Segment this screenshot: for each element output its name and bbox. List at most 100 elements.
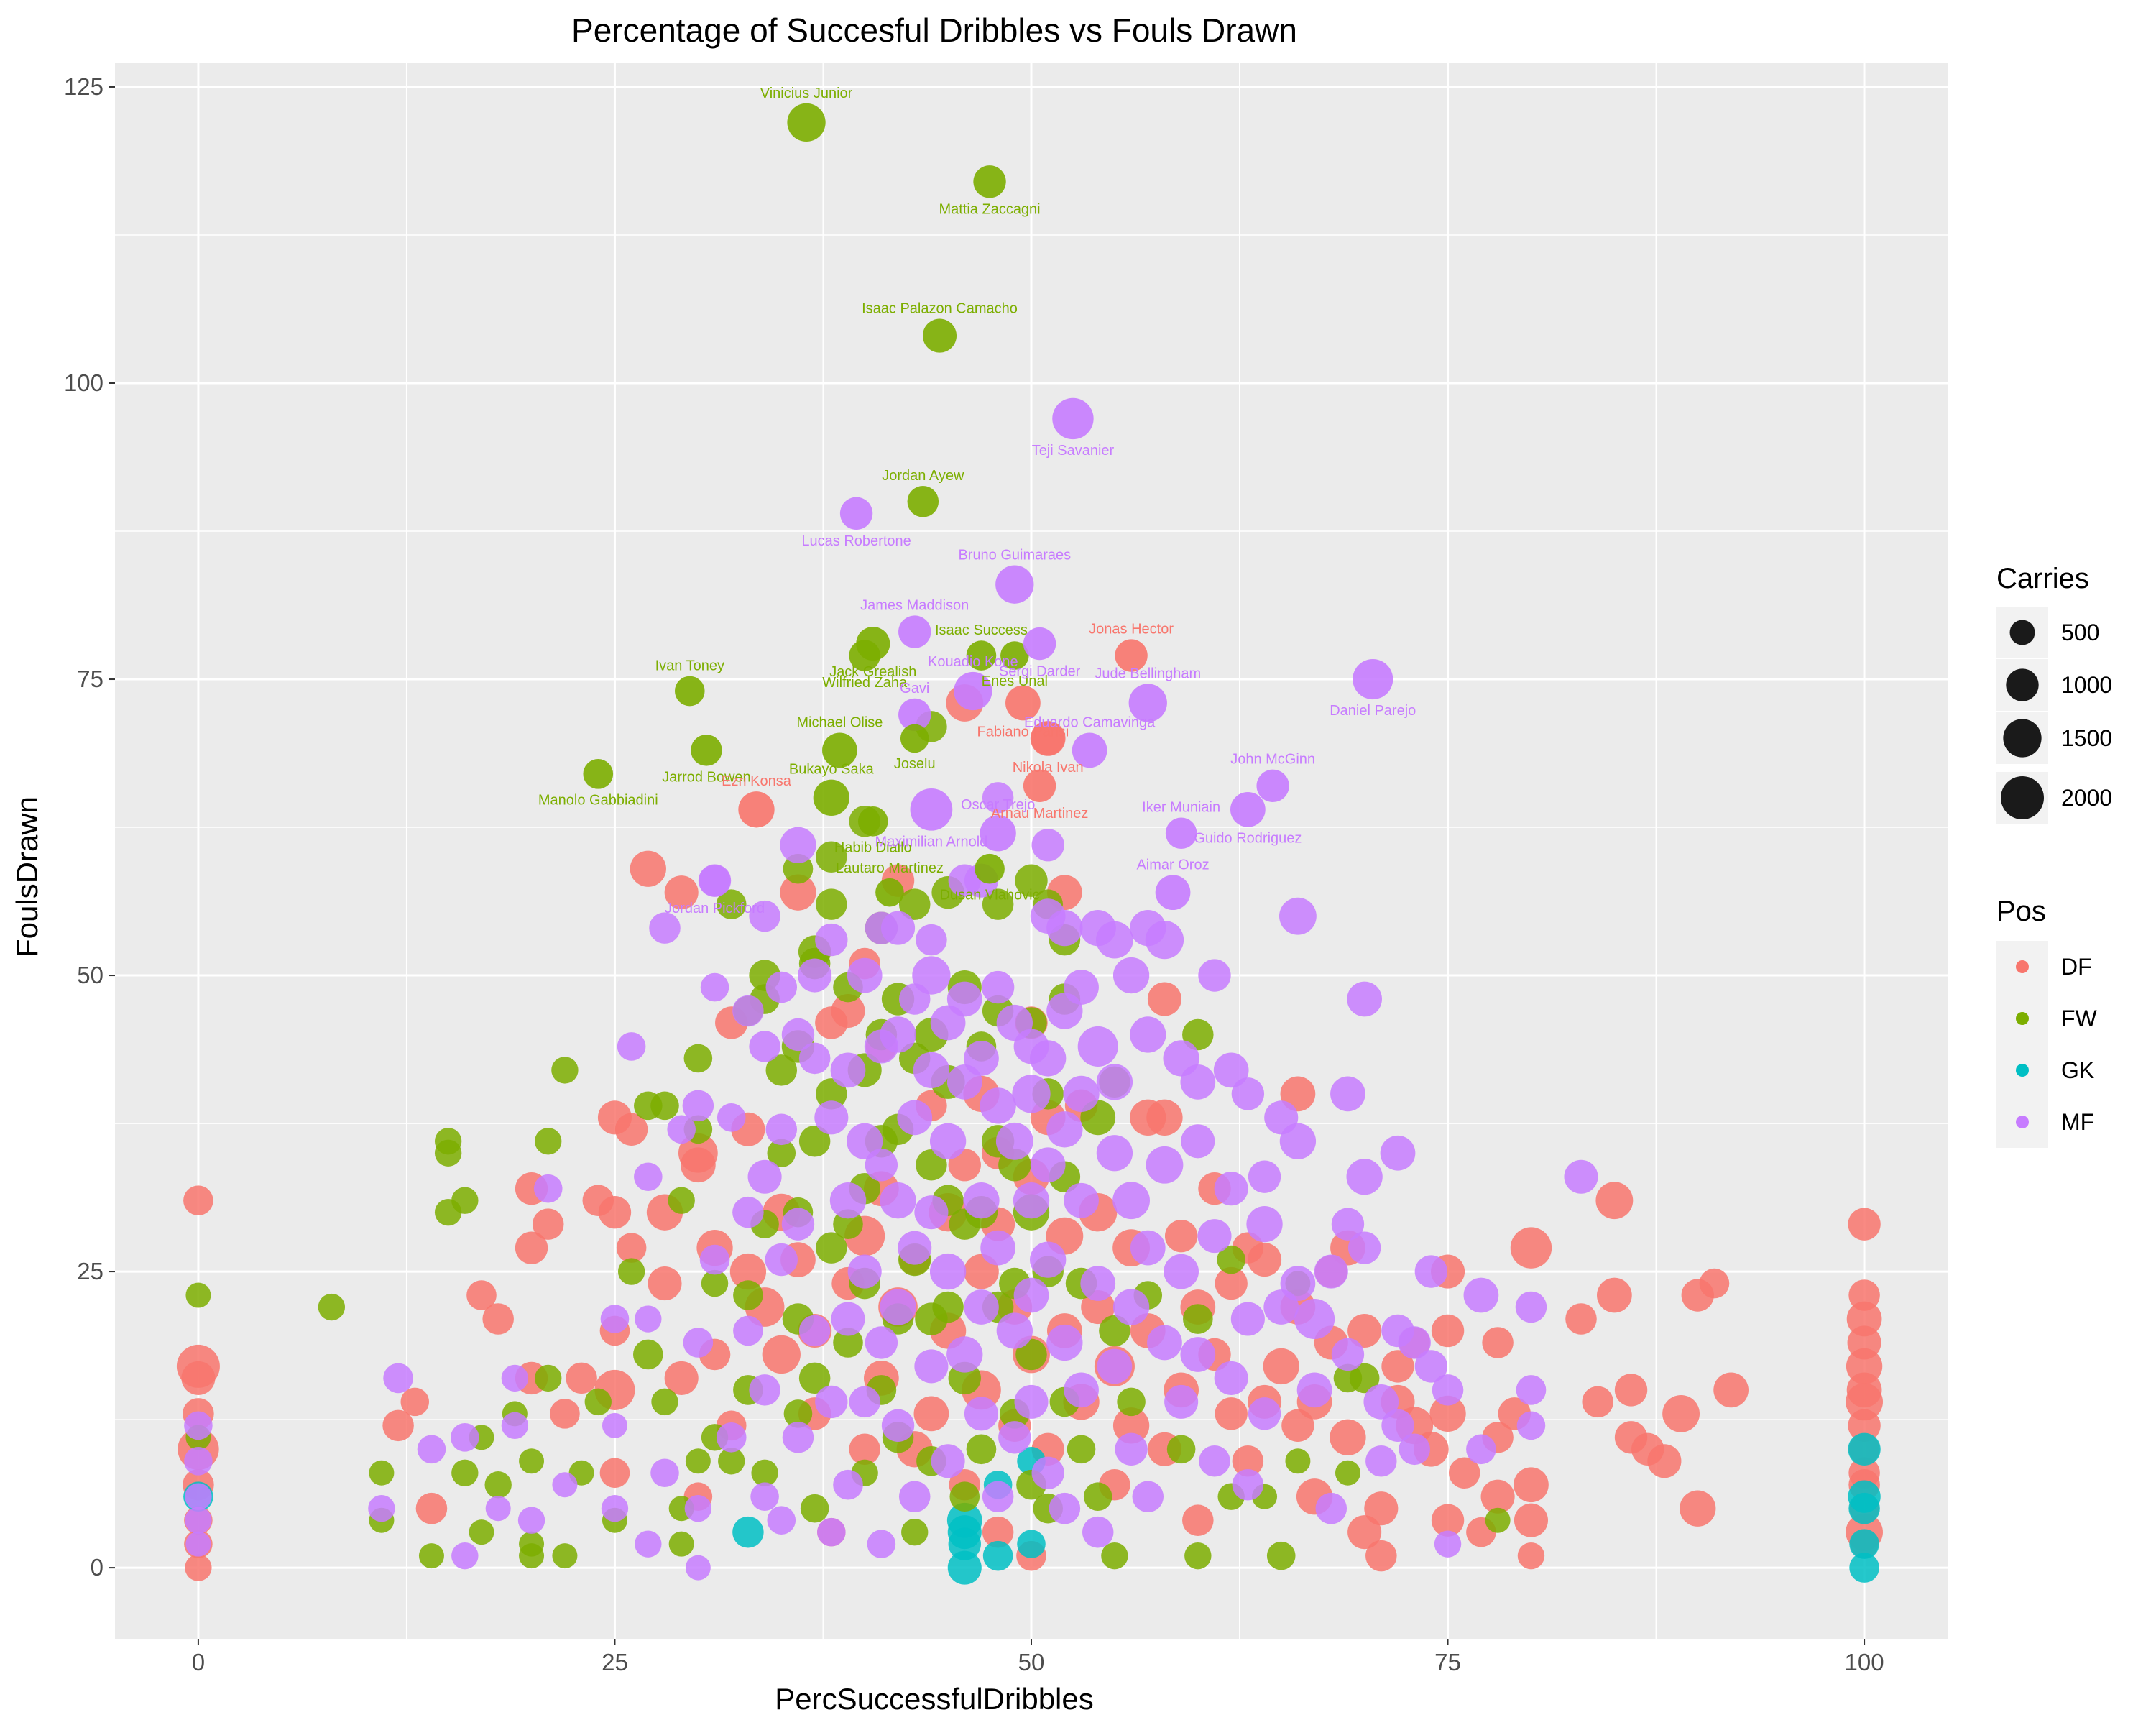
point-df <box>1115 639 1148 672</box>
point-fw <box>816 1232 847 1264</box>
point-mf <box>184 1411 213 1440</box>
point-df <box>1514 1503 1548 1537</box>
point-fw <box>733 1280 763 1310</box>
point-mf <box>1331 1338 1365 1371</box>
point-mf <box>517 1506 545 1534</box>
point-df <box>482 1303 514 1335</box>
point-mf <box>1147 1325 1182 1361</box>
y-tick-label: 0 <box>91 1554 103 1581</box>
player-label: Joselu <box>894 756 936 772</box>
point-fw <box>451 1187 479 1214</box>
player-label: John McGinn <box>1230 752 1315 768</box>
point-df <box>1429 1395 1466 1432</box>
point-mf <box>667 1115 696 1144</box>
point-mf <box>1398 1326 1431 1359</box>
point-mf <box>1115 1432 1148 1466</box>
point-mf <box>1145 920 1184 960</box>
point-df <box>1431 1504 1465 1537</box>
point-mf <box>649 912 681 944</box>
point-mf <box>749 900 780 932</box>
point-mf <box>1095 921 1133 959</box>
point-df <box>1480 1479 1515 1514</box>
point-df <box>664 875 699 910</box>
point-df <box>1848 1208 1881 1241</box>
point-mf <box>1180 1337 1216 1372</box>
player-labels: Vinicius Junior Mattia Zaccagni Isaac Pala… <box>538 86 1416 916</box>
point-mf <box>798 958 832 993</box>
point-mf <box>980 1230 1016 1266</box>
point-fw <box>1117 1387 1146 1417</box>
legend-pos-title: Pos <box>1996 896 2046 927</box>
point-fw <box>822 732 857 768</box>
point-fw <box>816 1078 847 1110</box>
player-label: Bruno Guimaraes <box>958 548 1071 564</box>
point-mf <box>368 1495 395 1522</box>
point-mf <box>1353 658 1393 700</box>
point-fw <box>434 1139 462 1167</box>
point-fw <box>765 1054 798 1086</box>
player-label: Habib Diallo <box>834 840 912 856</box>
y-axis: 0 25 50 75 100 125 <box>64 73 115 1581</box>
point-df <box>1848 1409 1881 1443</box>
x-axis-title: PercSuccessfulDribbles <box>775 1682 1094 1716</box>
point-fw <box>751 1459 778 1486</box>
point-mf <box>716 1422 747 1453</box>
point-df <box>183 1185 213 1216</box>
point-mf <box>1331 1208 1365 1241</box>
point-fw <box>1067 1435 1096 1464</box>
point-fw <box>451 1459 479 1486</box>
point-fw <box>1000 641 1029 670</box>
legend-size-label: 1500 <box>2061 725 2112 751</box>
point-mf <box>916 924 947 956</box>
point-mf <box>1164 1254 1199 1289</box>
player-label: Jordan Pickford <box>665 901 765 916</box>
point-df <box>599 1458 630 1489</box>
player-label: Mattia Zaccagni <box>939 201 1040 217</box>
point-mf <box>601 1495 629 1522</box>
point-mf <box>1112 1289 1150 1325</box>
point-mf <box>880 1016 916 1053</box>
point-mf <box>964 1397 998 1431</box>
point-df <box>1595 1182 1634 1220</box>
point-mf <box>765 971 798 1003</box>
point-df <box>1846 1301 1882 1337</box>
point-df <box>1215 1397 1248 1430</box>
point-mf <box>946 981 982 1017</box>
point-mf <box>635 1305 662 1333</box>
player-label: Oscar Trejo <box>961 797 1035 813</box>
player-label: Daniel Parejo <box>1330 703 1416 719</box>
point-mf <box>501 1412 529 1440</box>
point-df <box>1364 1491 1399 1526</box>
point-fw <box>674 676 705 707</box>
point-mf <box>185 1506 212 1534</box>
point-mf <box>910 788 953 831</box>
point-fw <box>1101 1542 1128 1570</box>
point-fw <box>1285 1448 1311 1474</box>
point-df <box>1614 1374 1648 1407</box>
point-df <box>1596 1277 1632 1313</box>
point-fw <box>583 759 614 789</box>
player-label: Eduardo Camavinga <box>1024 715 1156 731</box>
point-mf <box>617 1032 646 1061</box>
x-axis: 0 25 50 75 100 <box>192 1639 1884 1675</box>
point-fw <box>975 853 1005 884</box>
point-gk <box>732 1516 764 1548</box>
player-label: Nikola Ivan <box>1013 760 1084 776</box>
data-points <box>176 103 1884 1585</box>
point-fw <box>650 1091 679 1121</box>
point-mf <box>1432 1374 1464 1406</box>
point-gk <box>1848 1432 1881 1466</box>
point-mf <box>781 1018 815 1052</box>
point-fw <box>857 806 888 837</box>
point-df <box>185 1554 212 1581</box>
point-mf <box>684 1495 712 1522</box>
point-df <box>630 850 666 887</box>
point-mf <box>1030 1147 1066 1183</box>
point-mf <box>1246 1206 1283 1243</box>
point-mf <box>750 1482 779 1512</box>
legend-pos-label: GK <box>2061 1057 2094 1083</box>
point-mf <box>1564 1159 1598 1194</box>
point-df <box>614 1113 648 1146</box>
point-mf <box>847 957 883 993</box>
point-mf <box>963 1182 1000 1219</box>
